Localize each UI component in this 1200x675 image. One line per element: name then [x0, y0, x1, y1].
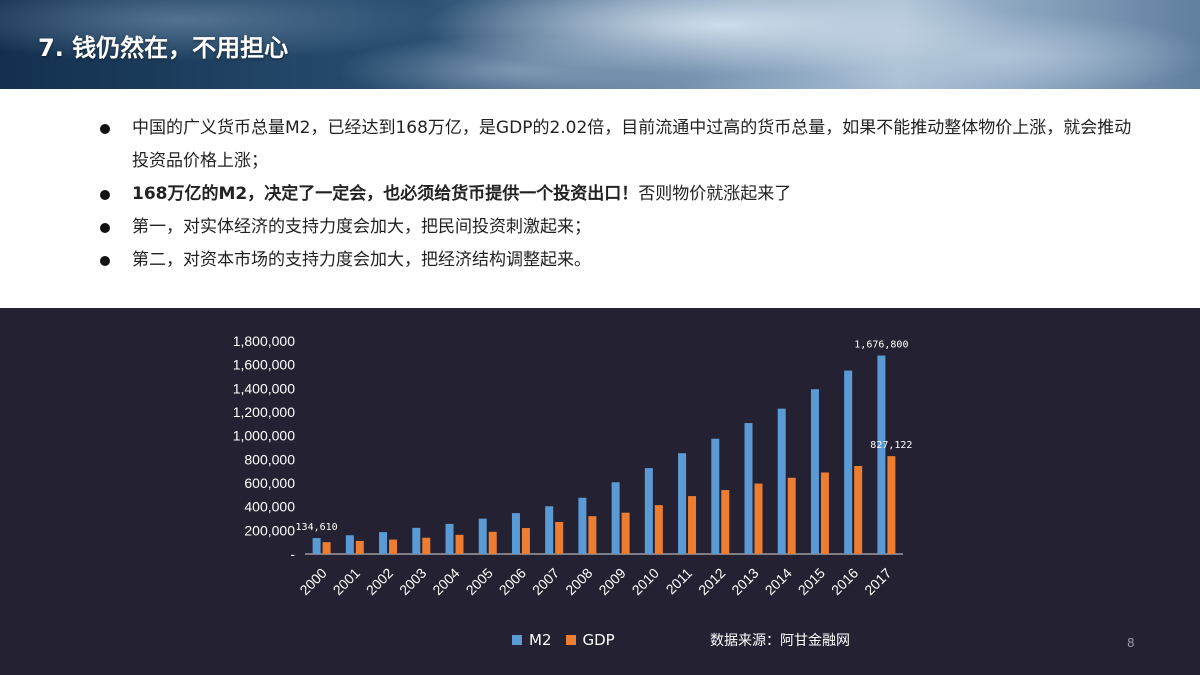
bar-gdp-2007 [555, 522, 564, 554]
bar-gdp-2012 [721, 490, 730, 554]
x-tick-label: 2015 [795, 565, 828, 598]
bar-gdp-2009 [621, 512, 630, 554]
bar-m2-2013 [744, 423, 753, 554]
y-tick-label: - [290, 546, 295, 562]
x-tick-label: 2017 [861, 565, 894, 598]
header-banner: 7. 钱仍然在，不用担心 [0, 0, 1200, 89]
bar-gdp-2011 [688, 496, 697, 554]
slide-title: 7. 钱仍然在，不用担心 [38, 34, 289, 62]
bar-m2-2002 [379, 532, 388, 554]
bar-m2-2006 [511, 513, 520, 554]
bullet-bold-text: 168万亿的M2，决定了一定会，也必须给货币提供一个投资出口！ [132, 184, 639, 204]
bar-gdp-2004 [455, 534, 464, 554]
y-tick-label: 1,400,000 [233, 380, 295, 396]
bar-m2-2012 [711, 438, 720, 554]
page-number: 8 [1127, 636, 1135, 650]
y-tick-label: 800,000 [244, 451, 295, 467]
bar-gdp-2013 [754, 483, 763, 554]
bar-gdp-2010 [654, 505, 663, 554]
bar-gdp-2016 [854, 466, 863, 554]
data-label: 134,610 [296, 522, 338, 533]
bullet-text: 第二，对资本市场的支持力度会加大，把经济结构调整起来。 [132, 250, 591, 270]
bullet-item: 第一，对实体经济的支持力度会加大，把民间投资刺激起来； [100, 211, 1140, 244]
y-tick-label: 200,000 [244, 522, 295, 538]
bullet-text: 第一，对实体经济的支持力度会加大，把民间投资刺激起来； [132, 217, 591, 237]
bullet-text: 否则物价就涨起来了 [638, 184, 792, 204]
x-tick-label: 2006 [496, 565, 529, 598]
bar-m2-2015 [810, 389, 819, 554]
bar-m2-2014 [777, 408, 786, 554]
y-tick-label: 400,000 [244, 499, 295, 515]
x-tick-label: 2014 [761, 565, 794, 598]
y-tick-label: 1,200,000 [233, 404, 295, 420]
x-tick-label: 2011 [663, 565, 696, 598]
bar-m2-2017 [877, 355, 886, 554]
bar-gdp-2008 [588, 516, 597, 554]
legend-label-gdp: GDP [582, 631, 615, 649]
chart-panel: - 200,000 400,000 600,000 800,000 1,000,000 1,… [0, 308, 1200, 675]
x-tick-label: 2007 [529, 565, 562, 598]
x-tick-label: 2002 [363, 565, 396, 598]
bar-gdp-2002 [389, 539, 398, 554]
legend-label-m2: M2 [529, 631, 552, 649]
bar-m2-2007 [545, 506, 554, 554]
y-tick-label: 1,800,000 [233, 333, 295, 349]
data-label: 1,676,800 [854, 340, 908, 351]
y-tick-label: 1,000,000 [233, 428, 295, 444]
y-tick-label: 600,000 [244, 475, 295, 491]
bar-m2-2000 [312, 538, 321, 554]
x-tick-label: 2013 [728, 565, 761, 598]
x-tick-label: 2016 [828, 565, 861, 598]
bar-m2-2016 [844, 370, 853, 554]
y-tick-label: 1,600,000 [233, 357, 295, 373]
x-tick-label: 2008 [562, 565, 595, 598]
x-tick-label: 2009 [595, 565, 628, 598]
bar-m2-2005 [478, 518, 487, 554]
bar-m2-2008 [578, 497, 587, 554]
bar-gdp-2003 [422, 537, 431, 554]
legend-swatch-gdp [565, 635, 576, 645]
x-tick-label: 2003 [396, 565, 429, 598]
bullet-dot-icon [100, 223, 110, 233]
bullet-list: 中国的广义货币总量M2，已经达到168万亿，是GDP的2.02倍，目前流通中过高… [100, 112, 1140, 277]
bullet-item: 第二，对资本市场的支持力度会加大，把经济结构调整起来。 [100, 244, 1140, 277]
bar-gdp-2000 [322, 542, 331, 554]
bar-m2-2009 [611, 482, 620, 554]
chart-legend: M2 GDP [512, 630, 629, 650]
x-tick-label: 2012 [695, 565, 728, 598]
bar-m2-2004 [445, 523, 454, 554]
data-source-note: 数据来源：阿甘金融网 [710, 633, 850, 649]
bar-m2-2003 [412, 527, 421, 554]
legend-swatch-m2 [512, 635, 522, 645]
bar-m2-2001 [345, 535, 354, 554]
x-tick-label: 2001 [330, 565, 363, 598]
x-tick-label: 2005 [462, 565, 495, 598]
bar-chart: - 200,000 400,000 600,000 800,000 1,000,000 1,… [233, 333, 913, 598]
bar-gdp-2014 [787, 477, 796, 554]
x-tick-label: 2010 [629, 565, 662, 598]
bullet-item: 168万亿的M2，决定了一定会，也必须给货币提供一个投资出口！否则物价就涨起来了 [100, 178, 1140, 211]
bar-gdp-2006 [521, 528, 530, 554]
bullet-dot-icon [100, 256, 110, 266]
bar-gdp-2017 [887, 456, 896, 554]
data-label: 827,122 [870, 440, 912, 451]
x-tick-label: 2004 [429, 565, 462, 598]
legend-item-m2: M2 [512, 631, 552, 649]
bullet-dot-icon [100, 190, 110, 200]
bar-gdp-2005 [488, 531, 497, 554]
bullet-text: 中国的广义货币总量M2，已经达到168万亿，是GDP的2.02倍，目前流通中过高… [132, 118, 1132, 171]
bullet-item: 中国的广义货币总量M2，已经达到168万亿，是GDP的2.02倍，目前流通中过高… [100, 112, 1140, 178]
bar-gdp-2015 [820, 472, 829, 554]
bar-gdp-2001 [355, 540, 364, 554]
legend-item-gdp: GDP [565, 631, 615, 649]
bullet-dot-icon [100, 124, 110, 134]
bar-m2-2011 [678, 453, 687, 554]
x-tick-label: 2000 [296, 565, 329, 598]
bar-m2-2010 [644, 468, 653, 554]
